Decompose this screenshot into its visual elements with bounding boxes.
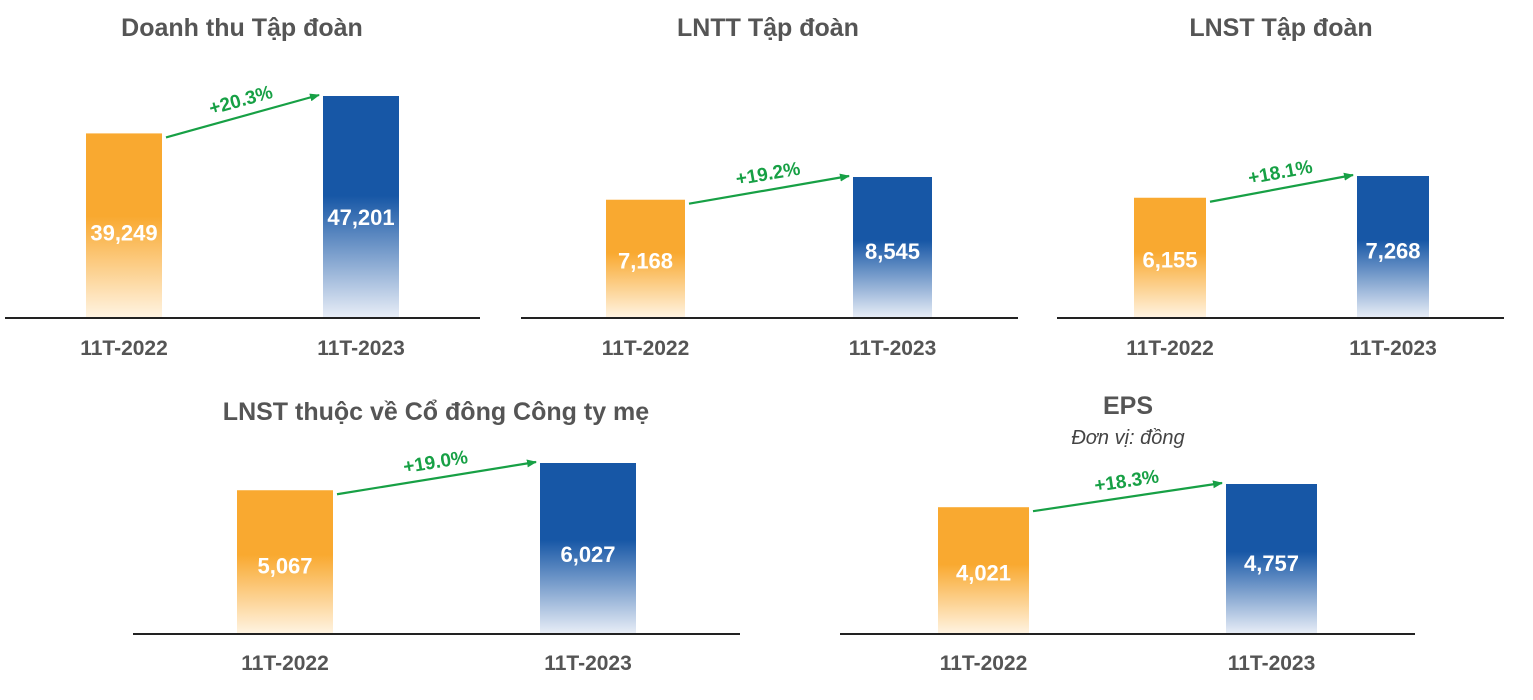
chart-title: LNST thuộc về Cổ đông Công ty mẹ	[223, 398, 649, 426]
bar-11T-2022	[606, 199, 685, 318]
chart-panel-5: EPS Đơn vị: đồng 4,021 11T-2022 4,757 11T-202…	[840, 392, 1415, 675]
bar-value-label: 6,027	[560, 542, 615, 567]
bar-value-label: 7,268	[1365, 238, 1420, 263]
category-label: 11T-2022	[80, 337, 168, 360]
category-label: 11T-2023	[1228, 652, 1316, 675]
bar-value-label: 47,201	[327, 205, 394, 230]
category-label: 11T-2023	[1349, 337, 1437, 360]
chart-title: Doanh thu Tập đoàn	[121, 14, 363, 42]
category-label: 11T-2023	[544, 652, 632, 675]
bar-11T-2023	[323, 96, 399, 318]
category-label: 11T-2022	[241, 652, 329, 675]
category-label: 11T-2023	[849, 337, 937, 360]
growth-arrow	[336, 459, 537, 496]
growth-label: +20.3%	[207, 82, 275, 120]
category-label: 11T-2022	[602, 337, 690, 360]
bar-value-label: 4,757	[1244, 551, 1299, 576]
growth-arrow	[688, 173, 850, 205]
bar-value-label: 6,155	[1142, 247, 1197, 272]
bar-11T-2022	[237, 490, 333, 634]
bar-11T-2022	[1134, 197, 1206, 318]
bar-value-label: 39,249	[90, 220, 157, 245]
chart-panel-3: LNST Tập đoàn6,15511T-20227,26811T-2023+…	[1057, 14, 1504, 360]
chart-title: LNST Tập đoàn	[1189, 14, 1372, 42]
growth-label: +18.3%	[1093, 466, 1160, 496]
chart-subtitle: Đơn vị: đồng	[1071, 427, 1184, 449]
category-label: 11T-2022	[940, 652, 1028, 675]
bar-11T-2023	[540, 463, 636, 634]
chart-panel-4: LNST thuộc về Cổ đông Công ty mẹ 5,067 11T…	[133, 398, 740, 675]
bar-11T-2023	[1226, 484, 1317, 634]
bar-value-label: 7,168	[618, 248, 673, 273]
category-label: 11T-2023	[317, 337, 405, 360]
bar-value-label: 4,021	[956, 561, 1011, 586]
bar-value-label: 5,067	[257, 554, 312, 579]
bar-value-label: 8,545	[865, 239, 920, 264]
bar-11T-2022	[938, 507, 1029, 634]
chart-panel-1: Doanh thu Tập đoàn 39,249 11T-2022 47,201 11…	[5, 14, 480, 360]
chart-title: EPS	[1103, 392, 1153, 420]
growth-arrow	[1209, 172, 1354, 203]
growth-arrow	[165, 93, 320, 139]
growth-arrow	[1032, 480, 1223, 513]
bar-11T-2023	[1357, 176, 1429, 318]
category-label: 11T-2022	[1126, 337, 1214, 360]
chart-panel-2: LNTT Tập đoàn7,16811T-20228,54511T-2023+…	[521, 14, 1018, 360]
chart-title: LNTT Tập đoàn	[677, 14, 859, 42]
bar-11T-2023	[853, 177, 932, 318]
bar-11T-2022	[86, 133, 162, 318]
